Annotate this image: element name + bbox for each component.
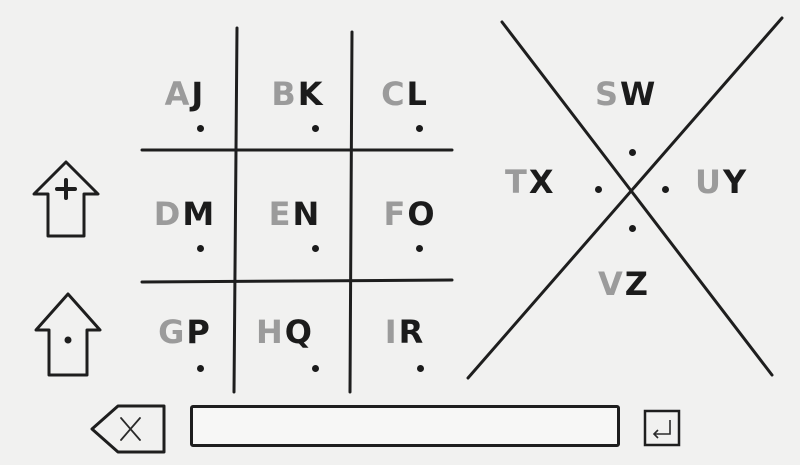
key-cell-fo[interactable]: FO <box>360 195 460 265</box>
key-cell-en[interactable]: EN <box>245 195 345 265</box>
key-letter-secondary: I <box>384 313 399 351</box>
key-dot <box>662 186 669 193</box>
key-dot <box>312 125 319 132</box>
enter-button[interactable] <box>643 409 683 449</box>
key-dot <box>312 245 319 252</box>
key-letter-secondary: E <box>268 195 293 233</box>
grid-line-v2 <box>348 30 354 394</box>
key-letter-primary: O <box>407 195 437 233</box>
key-letter-secondary: F <box>383 195 408 233</box>
key-cell-bk[interactable]: BK <box>248 75 348 145</box>
key-letter-secondary: C <box>381 75 407 113</box>
message-input[interactable] <box>190 405 620 447</box>
key-dot <box>417 365 424 372</box>
key-cell-hq[interactable]: HQ <box>235 313 335 383</box>
key-x-right-uy[interactable]: UY <box>695 163 748 201</box>
backspace-icon <box>90 404 166 454</box>
grid-line-h2 <box>140 278 454 284</box>
grid-line-v1 <box>232 26 239 394</box>
key-letter-primary: M <box>182 195 217 233</box>
key-dot <box>416 125 423 132</box>
key-dot <box>197 125 204 132</box>
enter-icon <box>643 409 681 447</box>
key-cell-cl[interactable]: CL <box>355 75 455 145</box>
key-cell-ir[interactable]: IR <box>355 313 455 383</box>
key-dot <box>416 245 423 252</box>
key-letter-primary: R <box>398 313 426 351</box>
up-arrow-dot-icon <box>34 292 102 377</box>
key-letter-primary: N <box>292 195 322 233</box>
shift-dot-button[interactable] <box>33 290 103 377</box>
key-letter-secondary: G <box>158 313 187 351</box>
key-cell-dm[interactable]: DM <box>135 195 235 265</box>
key-letter-secondary: S <box>595 75 621 113</box>
shift-plus-button[interactable] <box>28 158 100 238</box>
key-letter-primary: K <box>297 75 325 113</box>
key-letter-primary: P <box>186 313 212 351</box>
key-letter-primary: Z <box>624 265 650 303</box>
key-dot <box>629 225 636 232</box>
key-letter-secondary: B <box>271 75 298 113</box>
up-arrow-plus-icon <box>32 160 100 238</box>
key-letter-secondary: U <box>695 163 723 201</box>
x-line-2 <box>466 16 784 380</box>
key-letter-primary: L <box>406 75 429 113</box>
key-letter-primary: X <box>528 163 556 201</box>
key-letter-secondary: V <box>598 265 625 303</box>
key-cell-gp[interactable]: GP <box>135 313 235 383</box>
key-letter-secondary: D <box>153 195 183 233</box>
key-x-top-sw[interactable]: SW <box>595 75 657 113</box>
key-letter-primary: Q <box>284 313 314 351</box>
key-dot <box>312 365 319 372</box>
key-letter-primary: Y <box>722 163 749 201</box>
key-x-bottom-vz[interactable]: VZ <box>598 265 650 303</box>
key-dot <box>629 149 636 156</box>
key-dot <box>595 186 602 193</box>
key-dot <box>197 365 204 372</box>
key-cell-aj[interactable]: AJ <box>135 75 235 145</box>
key-letter-secondary: H <box>256 313 285 351</box>
x-line-1 <box>500 20 774 377</box>
key-letter-primary: J <box>191 75 206 113</box>
key-letter-secondary: A <box>164 75 192 113</box>
key-letter-secondary: T <box>505 163 529 201</box>
key-x-left-tx[interactable]: TX <box>505 163 556 201</box>
backspace-button[interactable] <box>88 402 170 457</box>
key-letter-primary: W <box>620 75 658 113</box>
key-dot <box>197 245 204 252</box>
